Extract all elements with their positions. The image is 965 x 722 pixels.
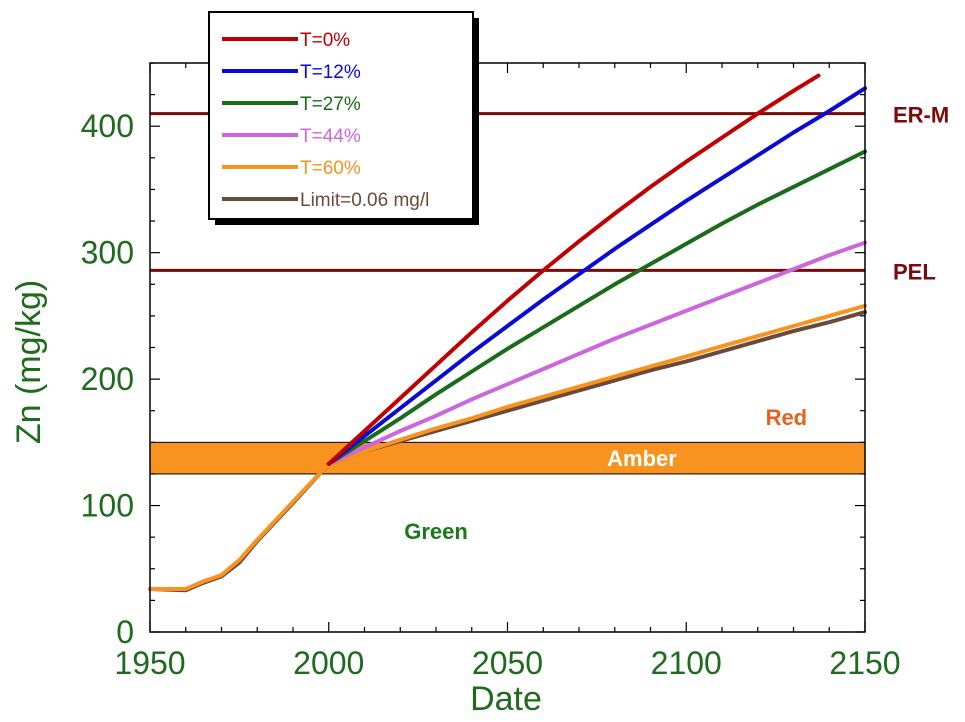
y-tick-label: 400 [81, 108, 134, 144]
region-label-red: Red [766, 405, 808, 430]
threshold-label-er-m: ER-M [893, 103, 949, 128]
series-line-4 [326, 240, 867, 466]
legend-label-2: T=12% [300, 62, 361, 83]
legend-label-5: T=60% [300, 158, 361, 179]
threshold-label-pel: PEL [893, 259, 936, 284]
y-tick-label: 200 [81, 361, 134, 397]
legend-label-3: T=27% [300, 94, 361, 115]
x-tick-label: 2100 [651, 645, 722, 681]
x-tick-label: 2150 [829, 645, 900, 681]
x-tick-label: 1950 [114, 645, 185, 681]
series-line-3 [326, 149, 867, 466]
x-tick-label: 2050 [472, 645, 543, 681]
series-line-1 [326, 73, 821, 466]
amber-band-label: Amber [607, 446, 677, 471]
x-axis-label: Date [470, 680, 542, 718]
label-layer: Red Green [404, 405, 807, 544]
y-tick-label: 0 [116, 614, 134, 650]
tick-layer: 1950 2000 2050 2100 2150 0 100 200 300 400 [81, 62, 901, 681]
region-label-green: Green [404, 519, 468, 544]
x-tick-label: 2000 [293, 645, 364, 681]
legend-label-6: Limit=0.06 mg/l [300, 190, 429, 211]
amber-band-layer: Amber [149, 441, 866, 475]
series-line-5 [148, 303, 867, 591]
y-tick-label: 300 [81, 235, 134, 271]
y-tick-label: 100 [81, 488, 134, 524]
series-line-2 [326, 86, 867, 466]
legend-label-1: T=0% [300, 30, 350, 51]
legend-label-4: T=44% [300, 126, 361, 147]
amber-band [149, 441, 866, 475]
legend-box [208, 11, 474, 220]
series-layer [148, 73, 867, 593]
y-axis-label: Zn (mg/kg) [10, 280, 48, 444]
legend: T=0% T=12% T=27% T=44% T=60% Limit=0.06 mg/l [208, 11, 479, 225]
